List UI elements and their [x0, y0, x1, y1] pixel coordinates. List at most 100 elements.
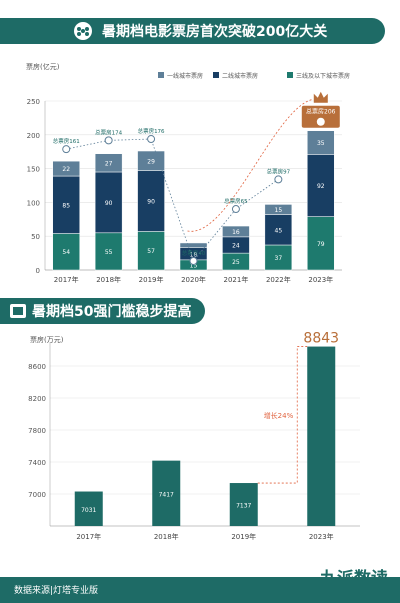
bar-segment [94, 153, 123, 173]
crown-icon [313, 91, 328, 103]
film-reel-icon [316, 117, 325, 126]
film-reel-icon [74, 22, 92, 40]
x-tick-label: 2018年 [154, 532, 179, 541]
segment-label: 90 [147, 199, 155, 206]
bar-segment [94, 171, 123, 234]
segment-label: 16 [232, 229, 240, 236]
segment-label: 79 [317, 241, 325, 248]
y-axis-label: 票房(亿元) [26, 62, 60, 71]
total-trend-line [66, 138, 279, 262]
highlight-badge [301, 105, 340, 128]
legend-label: 三线及以下城市票房 [296, 72, 350, 80]
total-label: 总票房174 [95, 128, 122, 136]
y-tick-label: 200 [27, 132, 40, 140]
growth-bracket [257, 346, 308, 484]
bar-value-label: 7417 [159, 491, 174, 498]
bar [307, 346, 336, 526]
x-tick-label: 2017年 [54, 275, 79, 284]
segment-label: 35 [317, 140, 325, 147]
segment-label: 18 [190, 251, 198, 258]
bar [74, 491, 103, 526]
y-tick-label: 8600 [28, 363, 46, 371]
x-tick-label: 2023年 [308, 275, 333, 284]
bar-segment [137, 231, 165, 271]
bar-segment [94, 232, 123, 271]
segment-label: 15 [275, 207, 283, 214]
x-tick-label: 2023年 [309, 532, 334, 541]
bar-segment [52, 160, 80, 177]
x-tick-label: 2019年 [139, 275, 164, 284]
legend-swatch [158, 72, 164, 78]
segment-label: 57 [147, 248, 155, 255]
legend-label: 一线城市票房 [167, 72, 203, 80]
segment-label: 55 [105, 249, 113, 256]
y-tick-label: 150 [27, 166, 40, 174]
y-tick-label: 7000 [28, 491, 46, 499]
legend-swatch [213, 72, 219, 78]
growth-annotation: 增长24% [264, 411, 294, 420]
y-tick-label: 250 [27, 98, 40, 106]
bar-segment [264, 244, 293, 271]
x-tick-label: 2019年 [231, 532, 256, 541]
x-tick-label: 2018年 [96, 275, 121, 284]
total-label: 总票房97 [267, 167, 291, 175]
total-marker [231, 205, 240, 214]
y-tick-label: 50 [31, 233, 40, 241]
chart1-title-banner: 暑期档电影票房首次突破200亿大关 [0, 18, 385, 44]
segment-label: 92 [317, 183, 325, 190]
bar-chart-top50-threshold: 票房(万元) 7000 7400 7800 8200 8600 7031 2017年 7417 2… [28, 331, 360, 541]
highlight-label: 总票房206 [306, 108, 336, 116]
y-tick-label: 7400 [28, 459, 46, 467]
legend-swatch [287, 72, 293, 78]
bar-segment [264, 204, 293, 215]
segment-label: 24 [232, 242, 240, 249]
bar-value-label: 7137 [236, 503, 251, 510]
bar-segment [222, 225, 250, 238]
bar-segment [137, 170, 165, 232]
chart1-title: 暑期档电影票房首次突破200亿大关 [102, 24, 328, 40]
bar-segment [179, 242, 208, 248]
segment-label: 29 [147, 158, 155, 165]
x-tick-label: 2022年 [266, 275, 291, 284]
x-tick-label: 2020年 [181, 275, 206, 284]
bar-segment [307, 130, 335, 155]
y-tick-label: 7800 [28, 427, 46, 435]
total-label: 总票房176 [138, 127, 165, 135]
y-axis-label: 票房(万元) [30, 335, 64, 344]
segment-label: 54 [62, 249, 70, 256]
segment-label: 85 [62, 202, 70, 209]
segment-label: 15 [190, 262, 198, 269]
trend-arrow [187, 99, 313, 232]
bar [229, 483, 258, 526]
total-marker [62, 145, 71, 154]
bar [152, 460, 181, 526]
segment-label: 27 [105, 160, 113, 167]
bar-segment [52, 233, 80, 271]
total-label: 总票房40 [182, 249, 206, 257]
total-label: 总票房65 [224, 197, 248, 205]
clapperboard-icon [10, 304, 26, 318]
y-tick-label: 100 [27, 199, 40, 207]
y-tick-label: 0 [36, 267, 40, 275]
footer-bar: 数据来源|灯塔专业版 [0, 577, 400, 603]
y-tick-label: 8200 [28, 395, 46, 403]
bar-segment [52, 175, 80, 234]
segment-label: 25 [232, 259, 240, 266]
segment-label: 22 [62, 166, 70, 173]
highlight-value: 8843 [303, 331, 339, 347]
total-marker [104, 136, 113, 145]
total-label: 总票房161 [53, 137, 80, 145]
x-tick-label: 2017年 [76, 532, 101, 541]
legend-label: 二线城市票房 [222, 72, 258, 80]
total-marker [274, 175, 283, 184]
segment-label: 90 [105, 200, 113, 207]
stacked-bar-chart-box-office: 票房(亿元) 0 50 100 150 200 250 一线城市票房 二线城市票房 三线及以下城市… [26, 62, 350, 284]
bar-segment [137, 150, 165, 171]
segment-label: 37 [275, 255, 283, 262]
x-tick-label: 2021年 [224, 275, 249, 284]
segment-label: 45 [275, 227, 283, 234]
bar-value-label: 7031 [81, 507, 96, 514]
total-marker [189, 256, 198, 265]
chart2-title-banner: 暑期档50强门槛稳步提高 [0, 298, 205, 324]
data-source: 数据来源|灯塔专业版 [14, 586, 99, 596]
